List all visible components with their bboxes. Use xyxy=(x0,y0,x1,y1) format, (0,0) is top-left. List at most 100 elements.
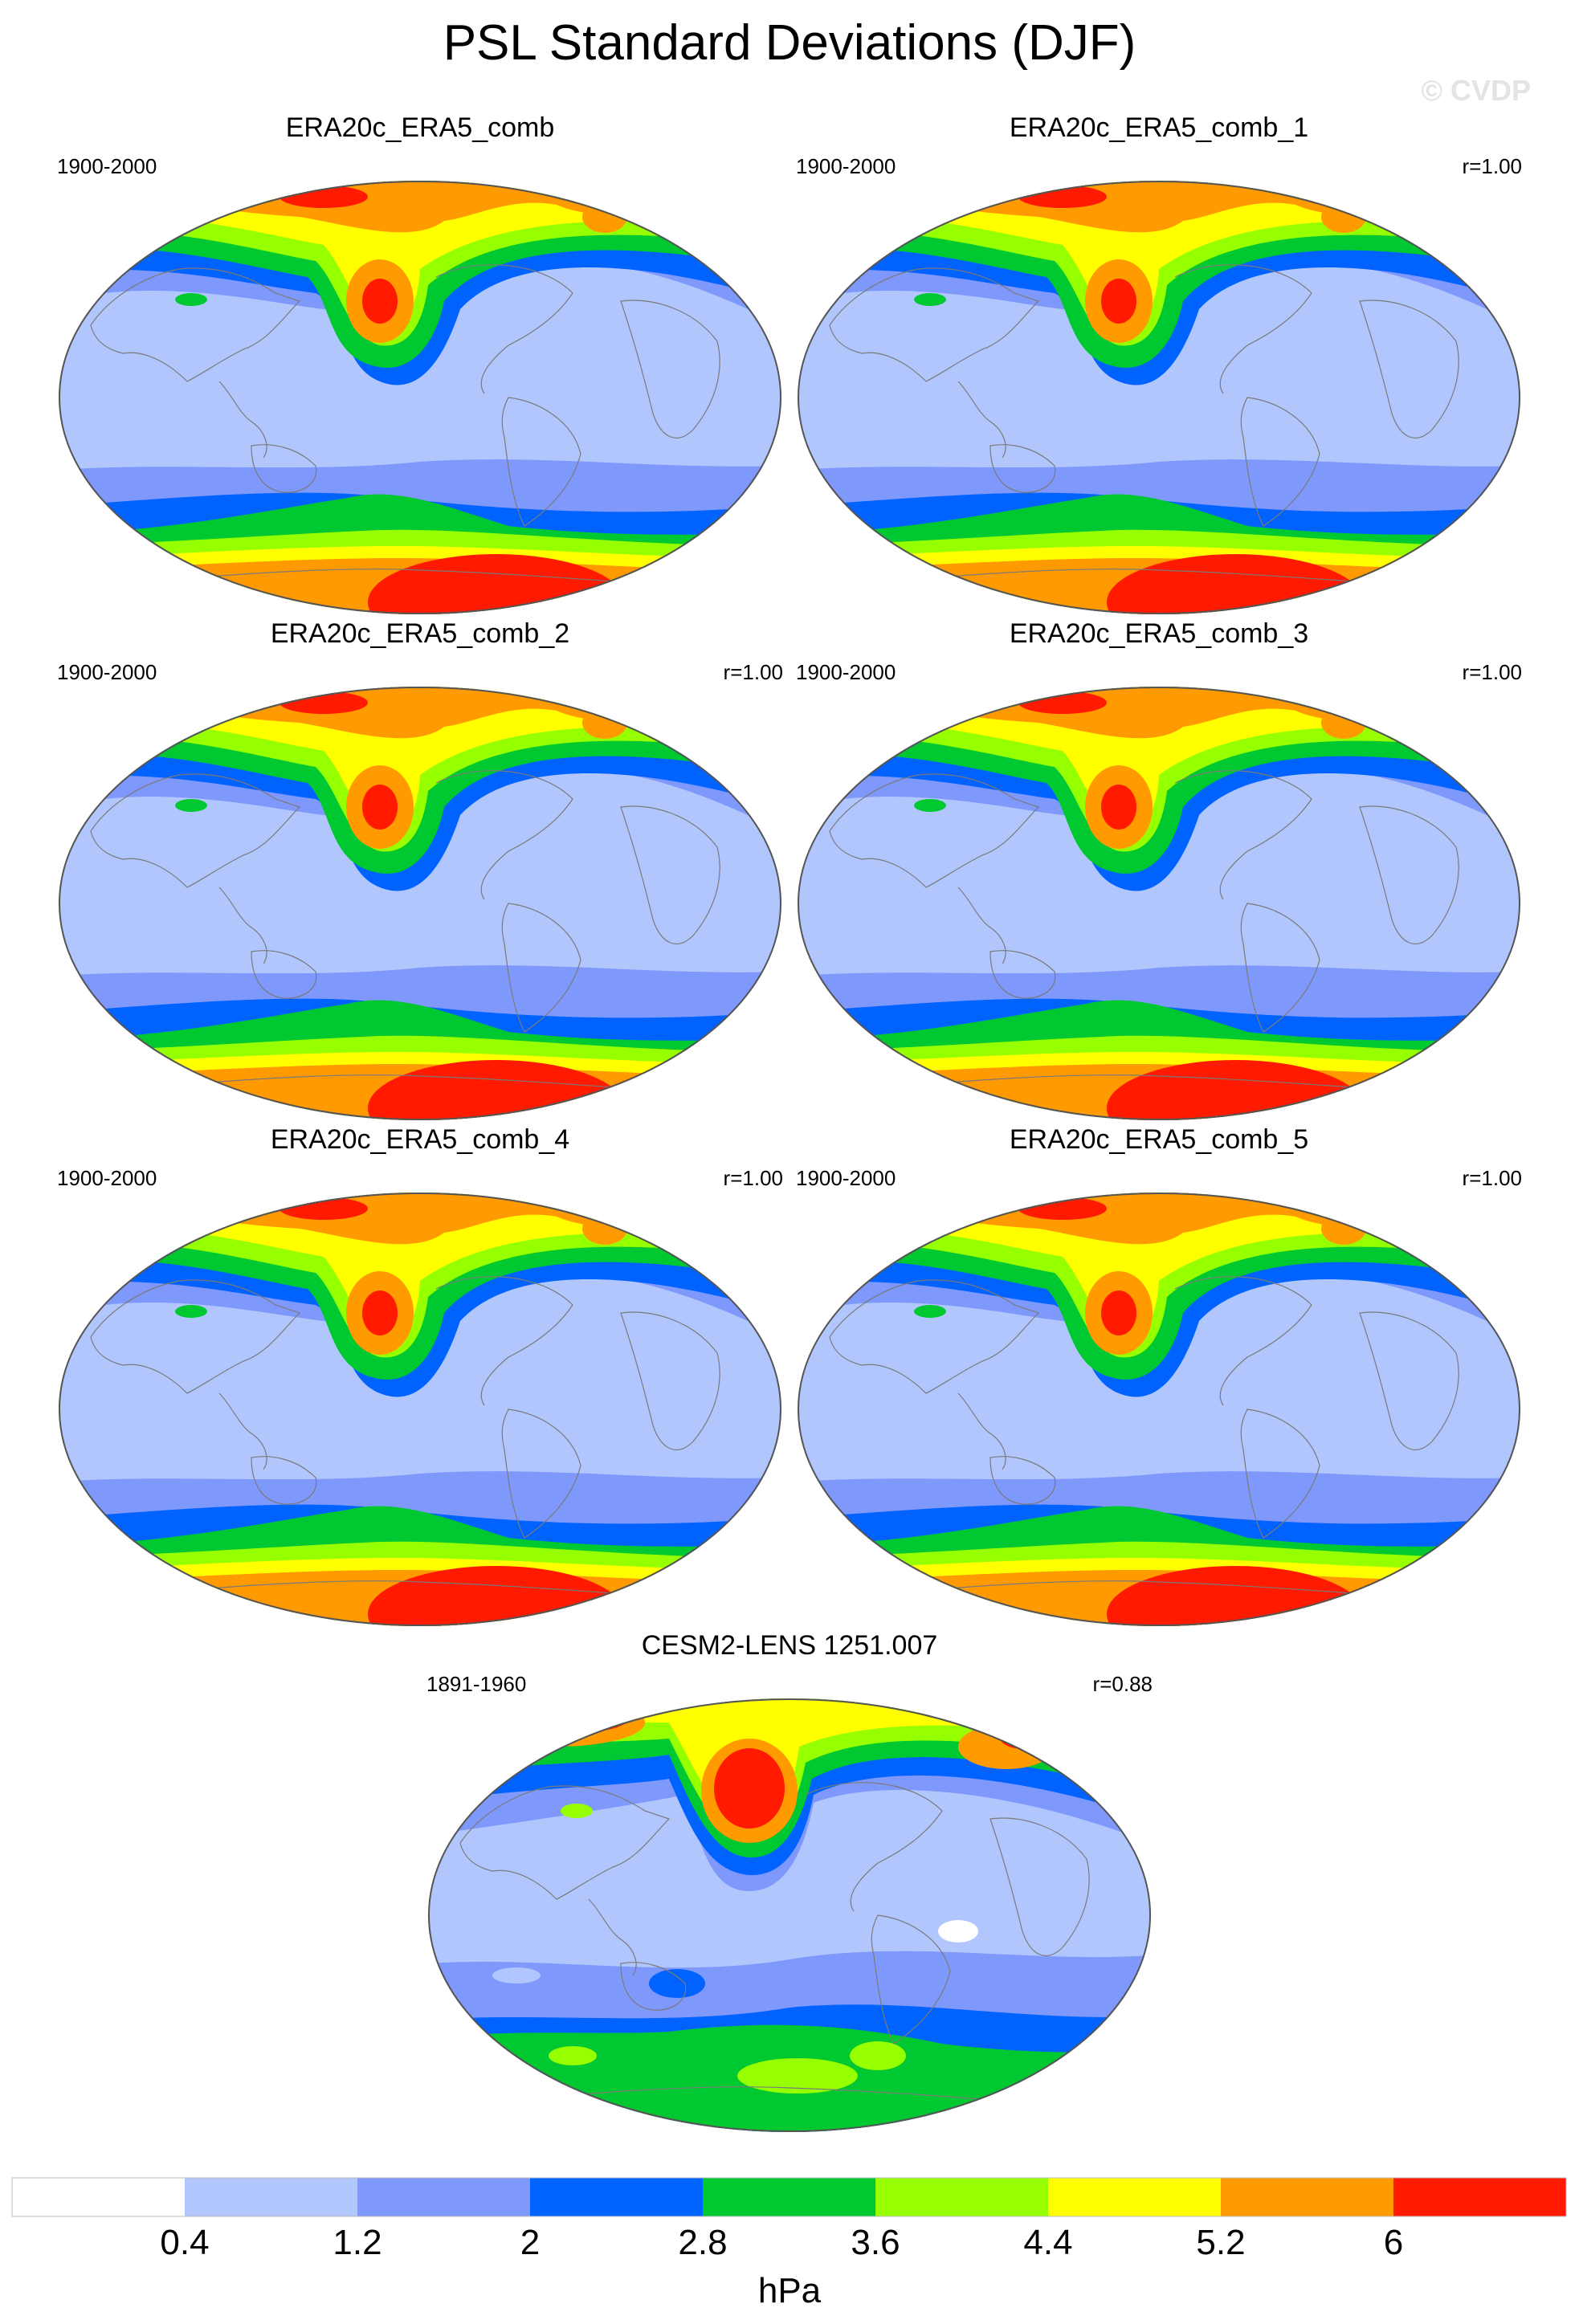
map-plot xyxy=(798,181,1520,614)
field-antarctic-peak-2 xyxy=(673,1586,745,1602)
colorbar-segment xyxy=(12,2178,185,2216)
colorbar-segment xyxy=(1393,2178,1566,2216)
field-arctic-peak xyxy=(484,1702,629,1735)
field-antarctic-peak-2 xyxy=(1412,1586,1484,1602)
field-antarctic-peak-2 xyxy=(673,574,745,590)
field-europe-core xyxy=(1450,236,1479,262)
map-plot xyxy=(59,1193,781,1626)
panel-period: 1900-2000 xyxy=(57,1166,157,1190)
map-border xyxy=(798,687,1520,1120)
field-atlantic-core xyxy=(1321,707,1366,739)
field-tibet-spot xyxy=(914,293,946,306)
colorbar-bar xyxy=(11,2177,1567,2217)
panel-correlation: r=1.00 xyxy=(1462,660,1522,684)
field-aleutian-peak xyxy=(362,279,398,324)
map-field xyxy=(59,1193,781,1626)
panel-correlation: r=1.00 xyxy=(1462,1166,1522,1190)
field-aleutian-peak xyxy=(362,785,398,830)
map-panel: CESM2-LENS 1251.007 1891-1960 r=0.88 xyxy=(422,1630,1157,2132)
panel-period: 1900-2000 xyxy=(796,154,896,178)
page-title: PSL Standard Deviations (DJF) xyxy=(443,15,1136,71)
map-field xyxy=(428,1698,1151,2132)
field-europe-core xyxy=(711,1248,740,1274)
colorbar-tick-label: 2 xyxy=(520,2223,541,2262)
map-panel: ERA20c_ERA5_comb 1900-2000 xyxy=(52,112,788,614)
colorbar-tick-label: 1.2 xyxy=(333,2223,382,2262)
panel-title: ERA20c_ERA5_comb_2 xyxy=(270,618,570,649)
field-tibet-spot xyxy=(175,293,207,306)
field-aleutian-peak xyxy=(1101,279,1136,324)
field-aleutian-peak xyxy=(714,1748,785,1829)
map-plot xyxy=(428,1698,1151,2132)
field-arctic-core xyxy=(468,1698,645,1747)
map-field xyxy=(59,181,781,614)
field-sh-4.4-a xyxy=(737,2058,858,2094)
panel-title: ERA20c_ERA5_comb_4 xyxy=(270,1124,570,1155)
field-atlantic-core xyxy=(582,1213,627,1245)
colorbar-tick-label: 4.4 xyxy=(1023,2223,1073,2262)
map-plot xyxy=(59,181,781,614)
field-aleutian-peak xyxy=(362,1290,398,1335)
field-sh-4.4-b xyxy=(850,2041,906,2070)
field-tibet-spot xyxy=(175,799,207,812)
map-border xyxy=(798,1193,1520,1626)
map-field xyxy=(798,687,1520,1120)
panel-title: ERA20c_ERA5_comb_3 xyxy=(1009,618,1309,649)
colorbar-tick-label: 2.8 xyxy=(678,2223,728,2262)
field-sh-spot xyxy=(649,1969,705,1998)
panel-period: 1900-2000 xyxy=(57,660,157,684)
field-europe-core xyxy=(1450,742,1479,768)
panel-period: 1891-1960 xyxy=(426,1672,527,1696)
colorbar-segment xyxy=(530,2178,703,2216)
field-sh-4.4-c xyxy=(549,2046,597,2065)
map-field xyxy=(798,1193,1520,1626)
field-atlantic-core xyxy=(1321,1213,1366,1245)
map-panel: ERA20c_ERA5_comb_1 1900-2000 r=1.00 xyxy=(791,112,1527,614)
colorbar-segment xyxy=(1048,2178,1221,2216)
map-border xyxy=(59,1193,781,1626)
colorbar-segment xyxy=(875,2178,1048,2216)
field-aleutian-peak xyxy=(1101,1290,1136,1335)
colorbar-segment xyxy=(185,2178,357,2216)
field-sh-min xyxy=(492,1967,541,1984)
field-antarctic-peak-2 xyxy=(673,1080,745,1096)
panel-correlation: r=1.00 xyxy=(723,1166,783,1190)
colorbar-segment xyxy=(1221,2178,1393,2216)
field-tibet-spot xyxy=(175,1305,207,1318)
colorbar-segment xyxy=(357,2178,530,2216)
colorbar-tick-label: 5.2 xyxy=(1196,2223,1246,2262)
panel-title: ERA20c_ERA5_comb xyxy=(285,112,555,143)
panel-title: ERA20c_ERA5_comb_5 xyxy=(1009,1124,1309,1155)
watermark: © CVDP xyxy=(1421,74,1531,107)
panel-correlation: r=1.00 xyxy=(723,660,783,684)
map-panel: ERA20c_ERA5_comb_5 1900-2000 r=1.00 xyxy=(791,1124,1527,1626)
field-atlantic-core xyxy=(582,201,627,233)
field-europe-core xyxy=(711,742,740,768)
map-plot xyxy=(798,687,1520,1120)
map-panel: ERA20c_ERA5_comb_4 1900-2000 r=1.00 xyxy=(52,1124,788,1626)
panel-correlation: r=0.88 xyxy=(1092,1672,1153,1696)
field-antarctic-peak-2 xyxy=(1412,1080,1484,1096)
panel-period: 1900-2000 xyxy=(796,660,896,684)
panel-correlation: r=1.00 xyxy=(1462,154,1522,178)
map-field xyxy=(798,181,1520,614)
map-field xyxy=(59,687,781,1120)
field-tibet-spot xyxy=(561,1804,593,1818)
map-border xyxy=(59,181,781,614)
map-plot xyxy=(798,1193,1520,1626)
colorbar: 0.4 1.2 2 2.8 3.6 4.4 5.2 6 hPa xyxy=(0,2168,1579,2310)
field-atlantic-core xyxy=(582,707,627,739)
panel-period: 1900-2000 xyxy=(57,154,157,178)
colorbar-tick-label: 3.6 xyxy=(851,2223,900,2262)
field-atlantic-core xyxy=(958,1724,1055,1769)
panel-period: 1900-2000 xyxy=(796,1166,896,1190)
field-atlantic-core xyxy=(1321,201,1366,233)
colorbar-tick-label: 6 xyxy=(1383,2223,1404,2262)
colorbar-unit: hPa xyxy=(757,2271,822,2310)
map-border xyxy=(59,687,781,1120)
field-atlantic-peak xyxy=(998,1720,1047,1749)
field-europe-core xyxy=(711,236,740,262)
panel-title: CESM2-LENS 1251.007 xyxy=(641,1630,938,1661)
map-border xyxy=(428,1698,1151,2132)
field-aleutian-peak xyxy=(1101,785,1136,830)
